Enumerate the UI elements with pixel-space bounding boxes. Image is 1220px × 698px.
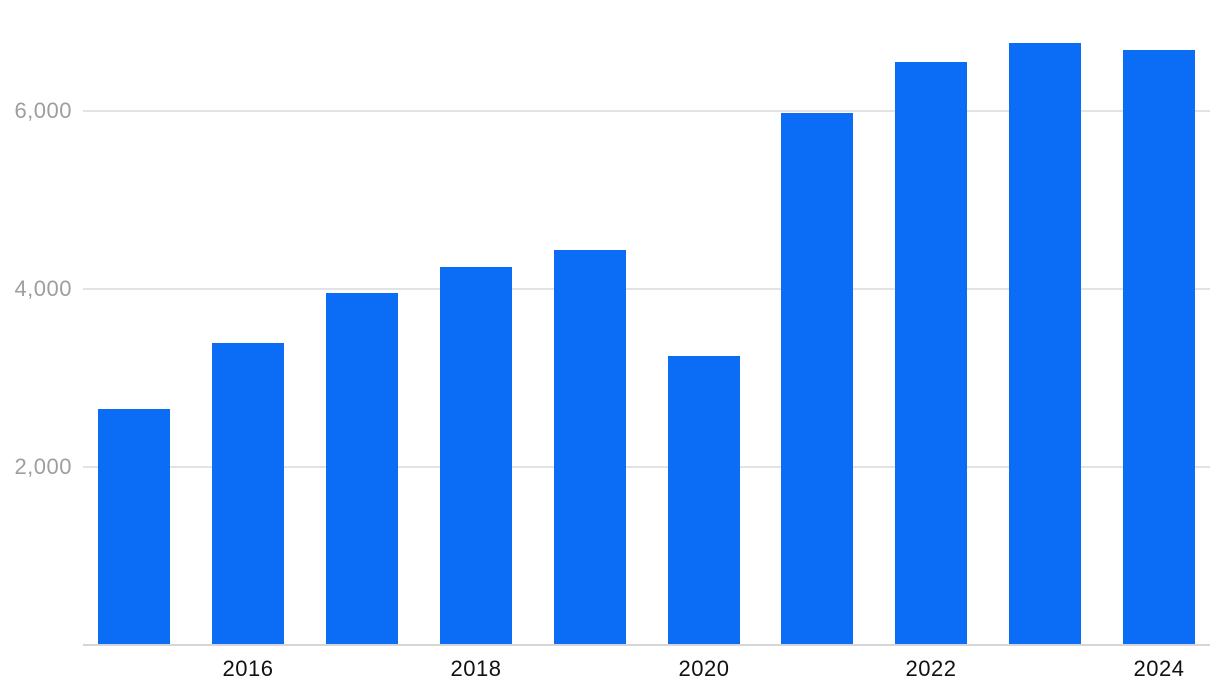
- bar-2020[interactable]: [668, 356, 740, 645]
- bar-2022[interactable]: [895, 62, 967, 645]
- x-axis-tick-label: 2020: [678, 656, 730, 681]
- x-axis-tick-label: 2018: [450, 656, 502, 681]
- gridline-2000: [83, 466, 1210, 468]
- x-axis-tick-label: 2016: [222, 656, 274, 681]
- gridline-6000: [83, 110, 1210, 112]
- y-axis-tick-label: 2,000: [14, 454, 72, 479]
- x-axis-tick-label: 2024: [1133, 656, 1185, 681]
- y-axis-tick-label: 6,000: [14, 98, 72, 123]
- bar-2024[interactable]: [1123, 50, 1195, 645]
- bar-2016[interactable]: [212, 343, 284, 645]
- x-axis-tick-label: 2022: [905, 656, 957, 681]
- bar-2019[interactable]: [554, 250, 626, 645]
- gridline-4000: [83, 288, 1210, 290]
- bar-2021[interactable]: [781, 113, 853, 645]
- bar-2018[interactable]: [440, 267, 512, 645]
- x-axis-line: [83, 644, 1210, 646]
- bar-2023[interactable]: [1009, 43, 1081, 645]
- y-axis-tick-label: 4,000: [14, 276, 72, 301]
- bar-2015[interactable]: [98, 409, 170, 645]
- bar-2017[interactable]: [326, 293, 398, 645]
